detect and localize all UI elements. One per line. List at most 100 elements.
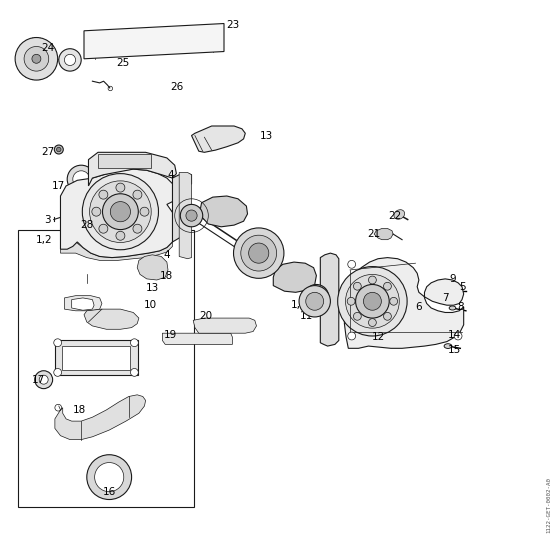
Text: 7: 7 [442,293,449,303]
Text: 3: 3 [44,214,51,225]
Polygon shape [55,395,146,440]
Ellipse shape [130,368,138,376]
Ellipse shape [363,292,381,310]
Text: 10: 10 [143,300,157,310]
Polygon shape [172,174,192,242]
Ellipse shape [408,305,415,309]
Ellipse shape [39,375,48,384]
Ellipse shape [54,368,62,376]
Polygon shape [320,253,339,346]
Ellipse shape [99,224,108,233]
Ellipse shape [95,463,124,492]
Ellipse shape [59,49,81,71]
Text: 24: 24 [41,43,54,53]
Ellipse shape [384,312,391,320]
Ellipse shape [299,286,330,317]
Text: 4: 4 [164,250,170,260]
Ellipse shape [130,339,138,347]
Ellipse shape [102,194,138,230]
Ellipse shape [64,54,76,66]
Ellipse shape [348,260,356,268]
Text: 1122-GET-0002-A0: 1122-GET-0002-A0 [547,477,552,533]
Text: 13: 13 [259,130,273,141]
Ellipse shape [133,190,142,199]
Bar [62,346,130,370]
Text: 12: 12 [371,332,385,342]
Text: 4: 4 [167,170,174,180]
Text: 16: 16 [102,487,116,497]
Polygon shape [192,126,245,152]
Text: 9: 9 [449,274,456,284]
Ellipse shape [57,147,61,152]
Ellipse shape [116,183,125,192]
Ellipse shape [394,209,405,220]
Polygon shape [84,24,224,59]
Polygon shape [88,152,176,186]
Ellipse shape [306,292,324,310]
Polygon shape [60,242,172,260]
Ellipse shape [32,54,41,63]
Ellipse shape [241,235,277,271]
Text: 6: 6 [416,302,422,312]
Text: 25: 25 [116,58,130,68]
Text: 22: 22 [388,211,402,221]
Ellipse shape [67,165,95,193]
Ellipse shape [73,171,90,188]
Text: 8: 8 [457,302,464,312]
Text: 17: 17 [31,375,45,385]
Text: 27: 27 [41,147,54,157]
Polygon shape [162,333,232,344]
Bar [18,230,194,507]
Ellipse shape [347,297,355,305]
Ellipse shape [24,46,49,71]
Text: 11: 11 [300,311,314,321]
Polygon shape [72,298,94,310]
Ellipse shape [180,204,203,227]
Polygon shape [84,309,139,329]
Ellipse shape [140,207,149,216]
Ellipse shape [304,284,329,309]
Ellipse shape [90,181,151,242]
Polygon shape [60,169,176,258]
Polygon shape [193,318,256,333]
Text: 28: 28 [80,220,94,230]
Text: 13: 13 [146,283,159,293]
Text: 1,2: 1,2 [291,300,308,310]
Ellipse shape [451,289,458,293]
Ellipse shape [110,202,130,222]
Ellipse shape [35,371,53,389]
Text: 18: 18 [73,405,86,415]
Ellipse shape [186,210,197,221]
Ellipse shape [249,243,269,263]
Ellipse shape [310,290,323,304]
Text: 26: 26 [170,82,183,92]
Text: 15: 15 [448,345,461,355]
Ellipse shape [444,329,450,334]
Polygon shape [64,296,102,311]
Bar [98,154,151,168]
Text: 20: 20 [199,311,213,321]
Ellipse shape [366,334,373,338]
Bar [55,340,138,375]
Text: 16: 16 [315,296,329,306]
Polygon shape [179,172,192,259]
Ellipse shape [449,306,456,310]
Ellipse shape [454,332,462,340]
Ellipse shape [116,231,125,240]
Ellipse shape [444,344,452,348]
Ellipse shape [338,267,407,336]
Ellipse shape [353,312,361,320]
Polygon shape [200,196,248,227]
Ellipse shape [82,174,158,250]
Ellipse shape [442,281,449,285]
Polygon shape [344,258,464,348]
Polygon shape [248,235,277,274]
Ellipse shape [87,455,132,500]
Ellipse shape [348,332,356,340]
Text: 19: 19 [164,330,178,340]
Polygon shape [137,255,168,280]
Text: 14: 14 [448,330,461,340]
Ellipse shape [54,145,63,154]
Ellipse shape [353,282,361,290]
Ellipse shape [15,38,58,80]
